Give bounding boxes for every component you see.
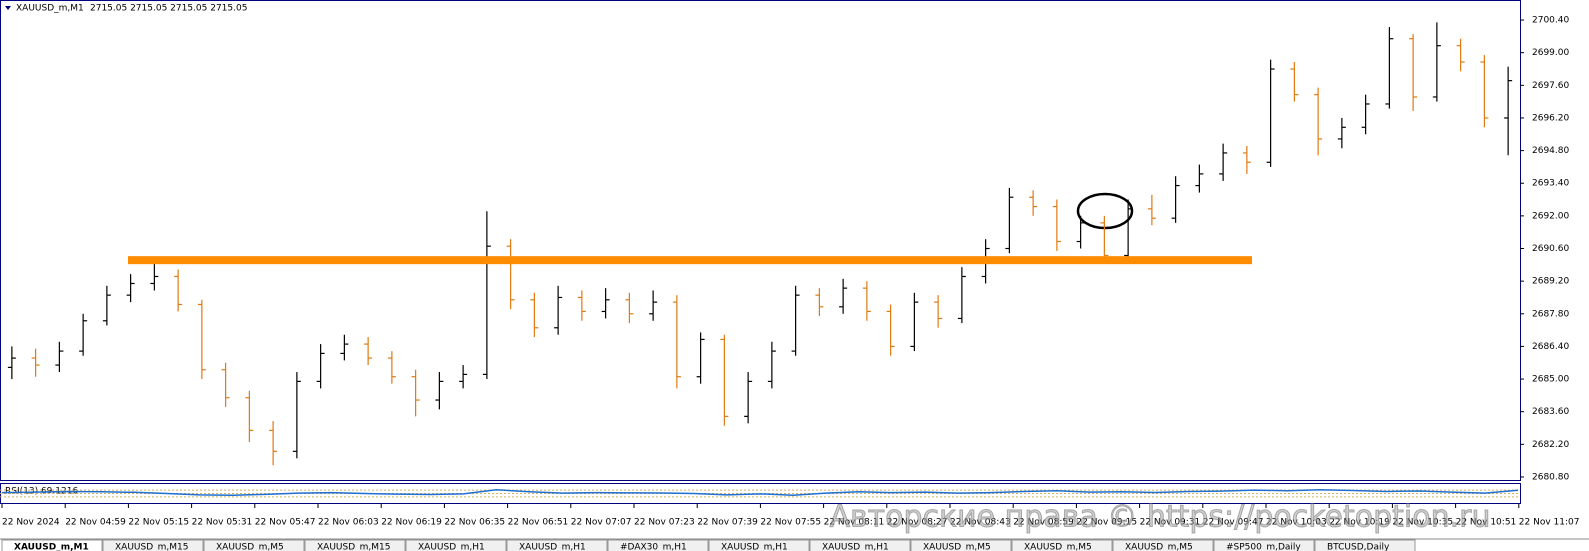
tab[interactable] xyxy=(1,539,103,551)
x-tick-label: 22 Nov 08:59 xyxy=(1013,518,1074,528)
plot-frame xyxy=(0,0,1521,481)
tab-label[interactable]: XAUUSD_m,M5 xyxy=(1125,543,1193,551)
chart-title: XAUUSD_m,M1 xyxy=(16,4,84,14)
x-tick-label: 22 Nov 05:15 xyxy=(128,518,189,528)
x-tick-label: 22 Nov 10:35 xyxy=(1392,518,1453,528)
tab[interactable] xyxy=(910,539,1012,551)
tab-label[interactable]: XAUUSD_m,M15 xyxy=(317,543,391,551)
tab-label[interactable]: XAUUSD_m,H1 xyxy=(822,543,889,551)
rsi-line xyxy=(1,489,1519,496)
x-tick-label: 22 Nov 06:03 xyxy=(318,518,379,528)
tab-label[interactable]: XAUUSD_m,M5 xyxy=(216,543,284,551)
x-tick-label: 22 Nov 07:07 xyxy=(571,518,632,528)
tab-label[interactable]: #DAX30_m,H1 xyxy=(620,543,687,551)
y-tick-label: 2697.60 xyxy=(1532,81,1569,91)
y-tick-label: 2699.00 xyxy=(1532,48,1569,58)
x-tick-label: 22 Nov 09:47 xyxy=(1203,518,1264,528)
tab-label[interactable]: BTCUSD,Daily xyxy=(1327,543,1390,551)
y-tick-label: 2682.20 xyxy=(1532,440,1569,450)
y-tick-label: 2680.80 xyxy=(1532,472,1569,482)
tab-label[interactable]: #SP500_m,Daily xyxy=(1226,543,1301,551)
tab[interactable] xyxy=(1213,539,1315,551)
tab-label[interactable]: XAUUSD_m,H1 xyxy=(418,543,485,551)
tab[interactable] xyxy=(304,539,406,551)
x-tick-label: 22 Nov 08:11 xyxy=(824,518,885,528)
tab-label[interactable]: XAUUSD_m,M5 xyxy=(1024,543,1092,551)
y-tick-label: 2686.40 xyxy=(1532,342,1569,352)
x-tick-label: 22 Nov 2024 xyxy=(2,518,60,528)
x-tick-label: 22 Nov 08:27 xyxy=(887,518,948,528)
tab[interactable] xyxy=(405,539,507,551)
x-tick-label: 22 Nov 05:47 xyxy=(255,518,316,528)
x-tick-label: 22 Nov 08:43 xyxy=(950,518,1011,528)
x-tick-label: 22 Nov 07:55 xyxy=(760,518,821,528)
x-tick-label: 22 Nov 11:07 xyxy=(1519,518,1580,528)
tab[interactable] xyxy=(506,539,608,551)
watermark: Авторские права © https://pocketoption.r… xyxy=(829,500,1490,535)
tab[interactable] xyxy=(1112,539,1214,551)
tab-label[interactable]: XAUUSD_m,M15 xyxy=(115,543,189,551)
tab[interactable] xyxy=(1314,539,1416,551)
tab[interactable] xyxy=(809,539,911,551)
x-tick-label: 22 Nov 07:39 xyxy=(697,518,758,528)
y-tick-label: 2687.80 xyxy=(1532,309,1569,319)
x-tick-label: 22 Nov 10:51 xyxy=(1456,518,1517,528)
x-tick-label: 22 Nov 06:51 xyxy=(508,518,569,528)
x-tick-label: 22 Nov 10:19 xyxy=(1329,518,1390,528)
tab[interactable] xyxy=(203,539,305,551)
tab-label[interactable]: XAUUSD_m,H1 xyxy=(721,543,788,551)
x-tick-label: 22 Nov 10:03 xyxy=(1266,518,1327,528)
y-tick-label: 2693.40 xyxy=(1532,179,1569,189)
collapse-icon xyxy=(5,6,11,10)
y-tick-label: 2690.60 xyxy=(1532,244,1569,254)
x-tick-label: 22 Nov 09:31 xyxy=(1140,518,1201,528)
x-tick-label: 22 Nov 06:35 xyxy=(444,518,505,528)
tab-label[interactable]: XAUUSD_m,M1 xyxy=(14,543,89,551)
x-tick-label: 22 Nov 07:23 xyxy=(634,518,695,528)
x-tick-label: 22 Nov 09:15 xyxy=(1076,518,1137,528)
chart-subtitle: 2715.05 2715.05 2715.05 2715.05 xyxy=(90,4,247,14)
y-tick-label: 2700.40 xyxy=(1532,16,1569,26)
y-tick-label: 2696.20 xyxy=(1532,113,1569,123)
tab-label[interactable]: XAUUSD_m,M5 xyxy=(923,543,991,551)
y-tick-label: 2692.00 xyxy=(1532,211,1569,221)
annotation-ellipse xyxy=(1076,192,1134,230)
level-line xyxy=(128,256,1252,265)
x-tick-label: 22 Nov 05:31 xyxy=(192,518,253,528)
y-tick-label: 2689.20 xyxy=(1532,277,1569,287)
tab[interactable] xyxy=(708,539,810,551)
y-tick-label: 2694.80 xyxy=(1532,146,1569,156)
y-tick-label: 2685.00 xyxy=(1532,375,1569,385)
tab-label[interactable]: XAUUSD_m,H1 xyxy=(519,543,586,551)
tab-bar: XAUUSD_m,M1 XAUUSD_m,M15 XAUUSD_m,M5 XAUUSD… xyxy=(0,538,1589,551)
tab[interactable] xyxy=(102,539,204,551)
x-tick-label: 22 Nov 04:59 xyxy=(65,518,126,528)
y-tick-label: 2683.60 xyxy=(1532,407,1569,417)
tab[interactable] xyxy=(607,539,709,551)
tab[interactable] xyxy=(1011,539,1113,551)
x-tick-label: 22 Nov 06:19 xyxy=(381,518,442,528)
